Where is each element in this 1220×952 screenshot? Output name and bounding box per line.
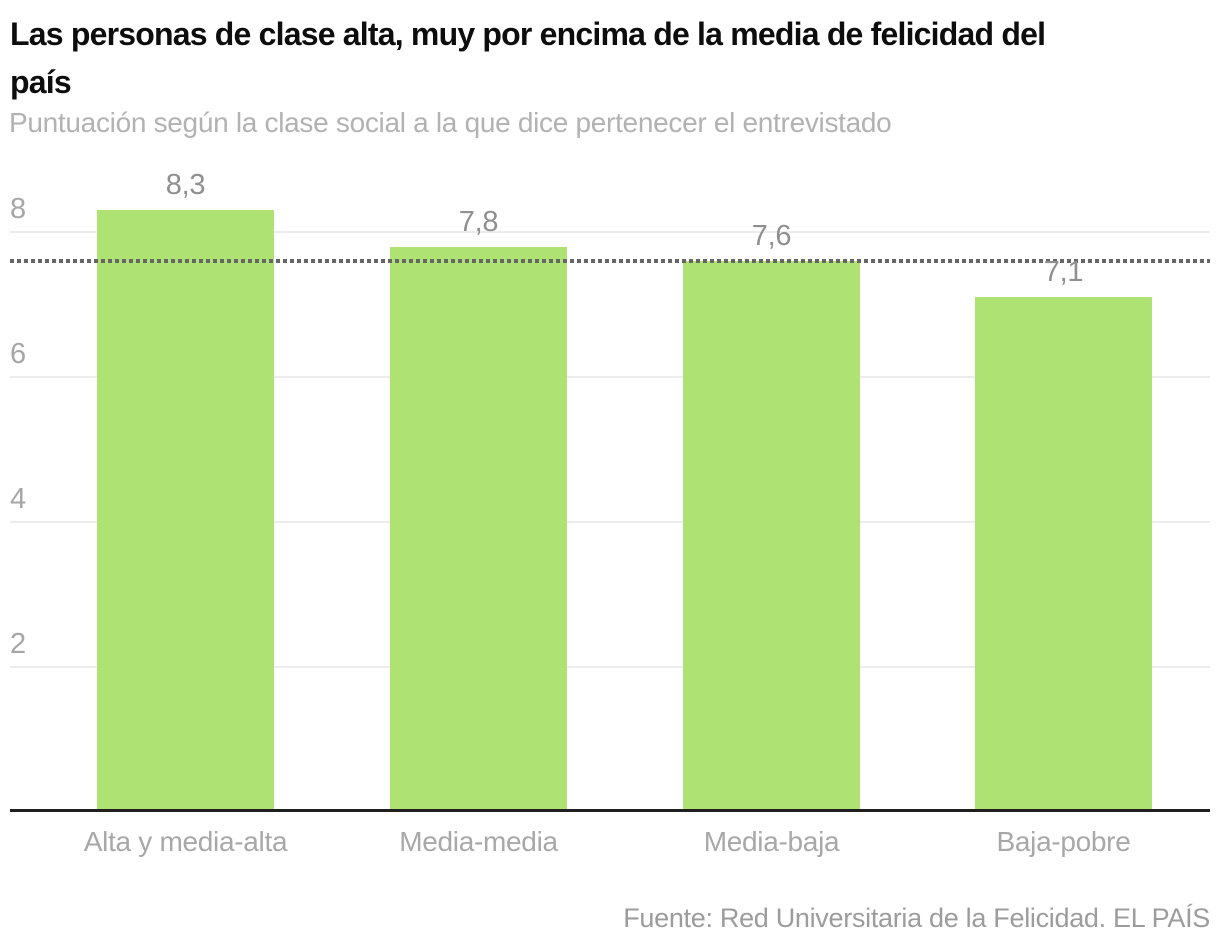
value-label-1: 7,8 [458, 205, 499, 238]
bar-1 [390, 246, 567, 812]
x-axis-label-1: Media-media [399, 826, 558, 857]
value-label-3: 7,1 [1043, 256, 1084, 289]
y-tick-label-2: 2 [10, 628, 26, 660]
bar-2 [683, 261, 860, 812]
x-axis-label-3: Baja-pobre [996, 826, 1131, 857]
bar-0 [97, 210, 274, 812]
gridline-8 [10, 231, 1210, 233]
value-label-2: 7,6 [751, 220, 792, 252]
gridline-2 [10, 666, 1210, 668]
source-credit: Fuente: Red Universitaria de la Felicida… [623, 903, 1210, 933]
gridline-4 [10, 521, 1210, 523]
x-axis-label-2: Media-baja [703, 826, 840, 857]
chart-title-line-1: Las personas de clase alta, muy por enci… [10, 16, 1046, 52]
chart-subtitle: Puntuación según la clase social a la qu… [9, 107, 892, 138]
y-tick-label-6: 6 [10, 338, 26, 370]
gridline-6 [10, 376, 1210, 378]
chart-title-line-2: país [10, 64, 72, 100]
x-axis-line [10, 809, 1210, 812]
x-axis-label-0: Alta y media-alta [83, 826, 288, 857]
average-reference-line [10, 259, 1210, 263]
chart-title: Las personas de clase alta, muy por enci… [10, 10, 1170, 106]
value-label-0: 8,3 [165, 169, 206, 202]
bar-3 [975, 297, 1152, 812]
y-tick-label-8: 8 [10, 193, 26, 225]
y-tick-label-4: 4 [10, 483, 26, 515]
plot-area: 2 4 6 8 8,3 Alta y media-alta 7,8 Media-media 7,… [10, 160, 1210, 857]
